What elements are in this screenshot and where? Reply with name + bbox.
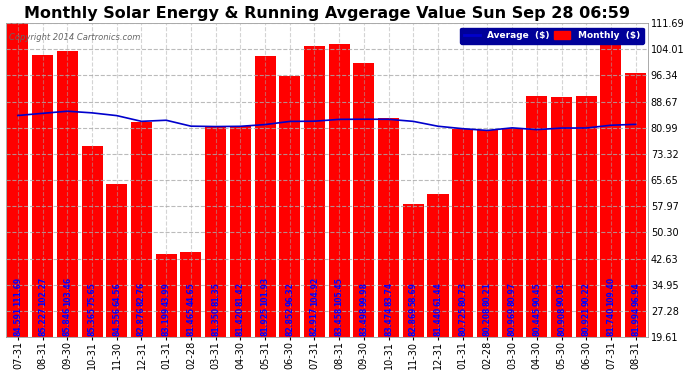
Bar: [502, 128, 522, 337]
Text: 96.32: 96.32: [285, 282, 294, 306]
Text: 84.591: 84.591: [13, 307, 22, 336]
Text: 82.876: 82.876: [137, 306, 146, 336]
Text: 103.46: 103.46: [63, 277, 72, 306]
Text: 83.74: 83.74: [384, 282, 393, 306]
Text: 80.908: 80.908: [557, 307, 566, 336]
Text: 81.925: 81.925: [261, 307, 270, 336]
Bar: [353, 63, 375, 337]
Bar: [526, 96, 547, 337]
Text: 44.65: 44.65: [186, 282, 195, 306]
Bar: [378, 118, 399, 337]
Text: 83.474: 83.474: [384, 307, 393, 336]
Text: 85.846: 85.846: [63, 307, 72, 336]
Text: 85.365: 85.365: [88, 307, 97, 336]
Bar: [600, 31, 622, 337]
Text: 80.445: 80.445: [533, 307, 542, 336]
Bar: [452, 129, 473, 337]
Legend: Average  ($), Monthly  ($): Average ($), Monthly ($): [460, 28, 644, 44]
Text: 109.40: 109.40: [607, 277, 615, 306]
Text: 105.45: 105.45: [335, 277, 344, 306]
Text: 81.994: 81.994: [631, 307, 640, 336]
Text: 58.69: 58.69: [408, 282, 417, 306]
Text: 83.199: 83.199: [161, 307, 170, 336]
Text: 80.97: 80.97: [508, 282, 517, 306]
Bar: [81, 146, 103, 337]
Text: 101.93: 101.93: [261, 277, 270, 306]
Bar: [131, 122, 152, 337]
Text: 82.852: 82.852: [285, 307, 294, 336]
Bar: [428, 194, 448, 337]
Text: 81.42: 81.42: [236, 282, 245, 306]
Bar: [255, 56, 275, 337]
Bar: [477, 130, 498, 337]
Bar: [8, 23, 28, 337]
Bar: [106, 184, 127, 337]
Text: 81.740: 81.740: [607, 307, 615, 336]
Bar: [279, 75, 300, 337]
Bar: [403, 204, 424, 337]
Text: 81.440: 81.440: [433, 307, 442, 336]
Bar: [57, 51, 78, 337]
Text: Copyright 2014 Cartronics.com: Copyright 2014 Cartronics.com: [9, 33, 140, 42]
Bar: [180, 252, 201, 337]
Text: 82.917: 82.917: [310, 307, 319, 336]
Text: 84.556: 84.556: [112, 307, 121, 336]
Text: 96.94: 96.94: [631, 282, 640, 306]
Bar: [156, 254, 177, 337]
Title: Monthly Solar Energy & Running Avgerage Value Sun Sep 28 06:59: Monthly Solar Energy & Running Avgerage …: [23, 6, 630, 21]
Text: 80.208: 80.208: [483, 307, 492, 336]
Text: 75.65: 75.65: [88, 282, 97, 306]
Text: 85.227: 85.227: [38, 307, 47, 336]
Bar: [575, 96, 597, 337]
Text: 83.498: 83.498: [359, 307, 368, 336]
Bar: [32, 55, 53, 337]
Text: 111.69: 111.69: [13, 277, 22, 306]
Text: 81.465: 81.465: [186, 307, 195, 336]
Text: 90.22: 90.22: [582, 282, 591, 306]
Text: 80.969: 80.969: [508, 307, 517, 336]
Text: 99.98: 99.98: [359, 282, 368, 306]
Text: 81.420: 81.420: [236, 307, 245, 336]
Text: 104.92: 104.92: [310, 277, 319, 306]
Text: 83.458: 83.458: [335, 307, 344, 336]
Text: 80.921: 80.921: [582, 307, 591, 336]
Text: 64.56: 64.56: [112, 282, 121, 306]
Text: 80.73: 80.73: [458, 282, 467, 306]
Text: 81.35: 81.35: [211, 282, 220, 306]
Text: 43.99: 43.99: [161, 282, 170, 306]
Text: 90.01: 90.01: [557, 282, 566, 306]
Bar: [230, 126, 250, 337]
Text: 61.44: 61.44: [433, 282, 442, 306]
Text: 90.45: 90.45: [533, 282, 542, 306]
Text: 80.725: 80.725: [458, 307, 467, 336]
Bar: [551, 97, 572, 337]
Bar: [304, 46, 325, 337]
Text: 102.27: 102.27: [38, 277, 47, 306]
Bar: [205, 126, 226, 337]
Text: 82.76: 82.76: [137, 282, 146, 306]
Text: 82.869: 82.869: [408, 307, 417, 336]
Text: 80.21: 80.21: [483, 282, 492, 306]
Bar: [328, 44, 350, 337]
Text: 81.350: 81.350: [211, 307, 220, 336]
Bar: [625, 74, 647, 337]
